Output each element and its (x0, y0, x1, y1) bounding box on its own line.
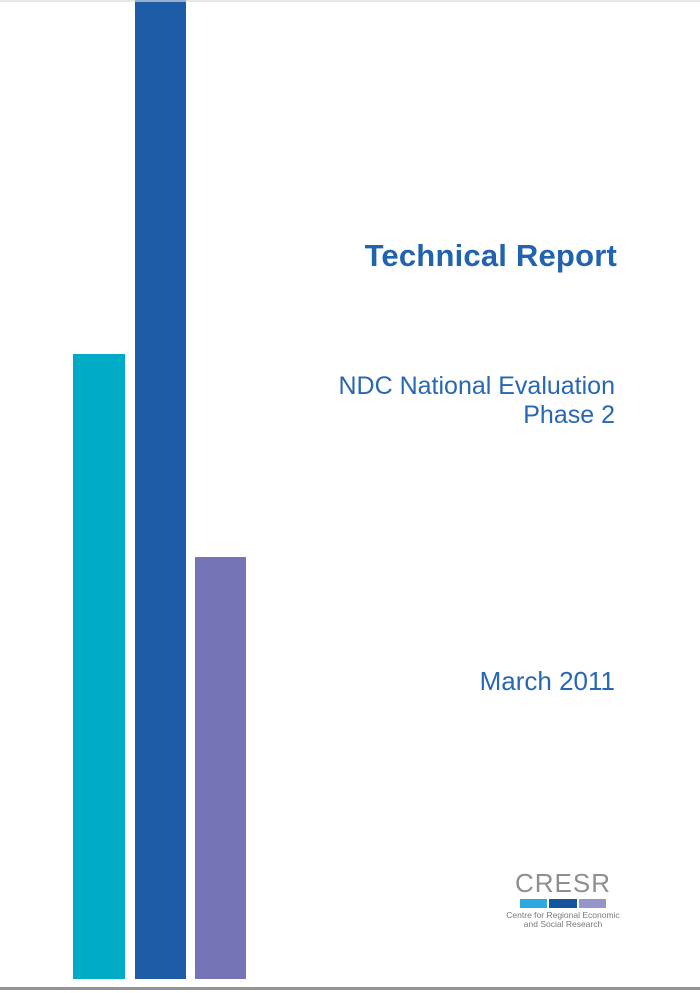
report-title: Technical Report (364, 238, 617, 273)
logo-bar-segment-purple (578, 899, 606, 908)
logo-name-line2: and Social Research (523, 919, 603, 929)
logo-color-bar (520, 899, 606, 908)
decor-bar-purple (195, 557, 246, 979)
logo-bar-segment-darkblue (549, 899, 577, 908)
decor-bar-blue (135, 0, 186, 979)
logo-bar-segment-lightblue (520, 899, 548, 908)
report-date: March 2011 (479, 666, 615, 696)
logo-name: Centre for Regional Economic and Social … (503, 911, 623, 929)
logo-acronym: CRESR (514, 868, 611, 898)
cresr-logo: CRESR Centre for Regional Economic and S… (503, 870, 623, 929)
report-subtitle-line2: Phase 2 (523, 401, 615, 429)
report-subtitle-line1: NDC National Evaluation (338, 372, 615, 400)
decor-bar-cyan (73, 354, 125, 979)
report-subtitle: NDC National Evaluation Phase 2 (338, 372, 615, 430)
page-bottom-shadow (0, 987, 700, 990)
page-top-edge (0, 0, 700, 2)
logo-name-line1: Centre for Regional Economic (506, 910, 620, 920)
